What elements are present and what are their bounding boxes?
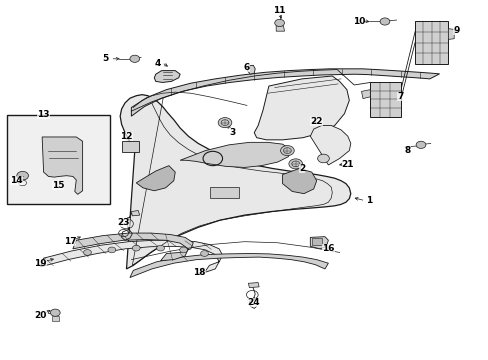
Bar: [414, 22, 447, 64]
Bar: [122, 140, 139, 152]
Text: 18: 18: [193, 268, 205, 277]
Polygon shape: [41, 240, 222, 273]
Polygon shape: [52, 316, 59, 320]
Text: 7: 7: [397, 92, 403, 101]
Text: 14: 14: [10, 176, 22, 185]
Circle shape: [130, 55, 140, 62]
Circle shape: [83, 249, 91, 255]
Text: 17: 17: [63, 237, 76, 246]
Polygon shape: [73, 233, 193, 261]
Circle shape: [50, 309, 60, 316]
Polygon shape: [136, 166, 175, 191]
Polygon shape: [248, 283, 259, 288]
Circle shape: [317, 154, 329, 163]
Text: 22: 22: [310, 117, 322, 126]
Polygon shape: [361, 90, 369, 99]
Text: 19: 19: [34, 259, 47, 268]
Polygon shape: [130, 253, 328, 278]
Text: 13: 13: [37, 110, 50, 119]
Circle shape: [179, 247, 187, 253]
Circle shape: [288, 159, 302, 169]
Polygon shape: [120, 95, 350, 269]
Text: 12: 12: [120, 132, 132, 141]
Circle shape: [157, 245, 164, 251]
Text: 16: 16: [322, 244, 334, 253]
Polygon shape: [42, 137, 82, 194]
Text: 11: 11: [273, 6, 285, 15]
Polygon shape: [131, 211, 140, 216]
Polygon shape: [154, 71, 180, 82]
Polygon shape: [276, 26, 284, 31]
Circle shape: [218, 118, 231, 128]
Circle shape: [108, 247, 116, 253]
Circle shape: [274, 19, 284, 27]
Bar: [210, 187, 238, 198]
Text: 21: 21: [341, 161, 353, 170]
Circle shape: [415, 141, 425, 148]
Text: 1: 1: [365, 196, 371, 205]
Polygon shape: [310, 126, 350, 165]
Polygon shape: [282, 168, 316, 194]
Circle shape: [17, 171, 28, 180]
Text: 9: 9: [452, 26, 459, 35]
Text: 24: 24: [246, 298, 259, 307]
Bar: [369, 82, 400, 117]
Text: 23: 23: [117, 218, 129, 227]
Text: 5: 5: [102, 54, 108, 63]
Polygon shape: [254, 76, 348, 140]
Circle shape: [200, 251, 208, 256]
Text: 20: 20: [35, 311, 47, 320]
Text: 15: 15: [52, 181, 64, 190]
Text: 6: 6: [244, 63, 249, 72]
Circle shape: [280, 145, 294, 156]
Circle shape: [132, 245, 140, 251]
Text: 10: 10: [352, 17, 365, 26]
Circle shape: [379, 18, 389, 25]
Bar: [311, 238, 321, 244]
Polygon shape: [310, 237, 328, 249]
Polygon shape: [131, 69, 439, 116]
Text: 4: 4: [154, 59, 161, 68]
Bar: [6, 115, 110, 204]
Text: 3: 3: [229, 128, 235, 137]
Text: 2: 2: [298, 164, 305, 173]
Polygon shape: [180, 142, 290, 167]
Polygon shape: [447, 29, 453, 40]
Polygon shape: [247, 65, 255, 74]
Text: 8: 8: [404, 146, 410, 155]
